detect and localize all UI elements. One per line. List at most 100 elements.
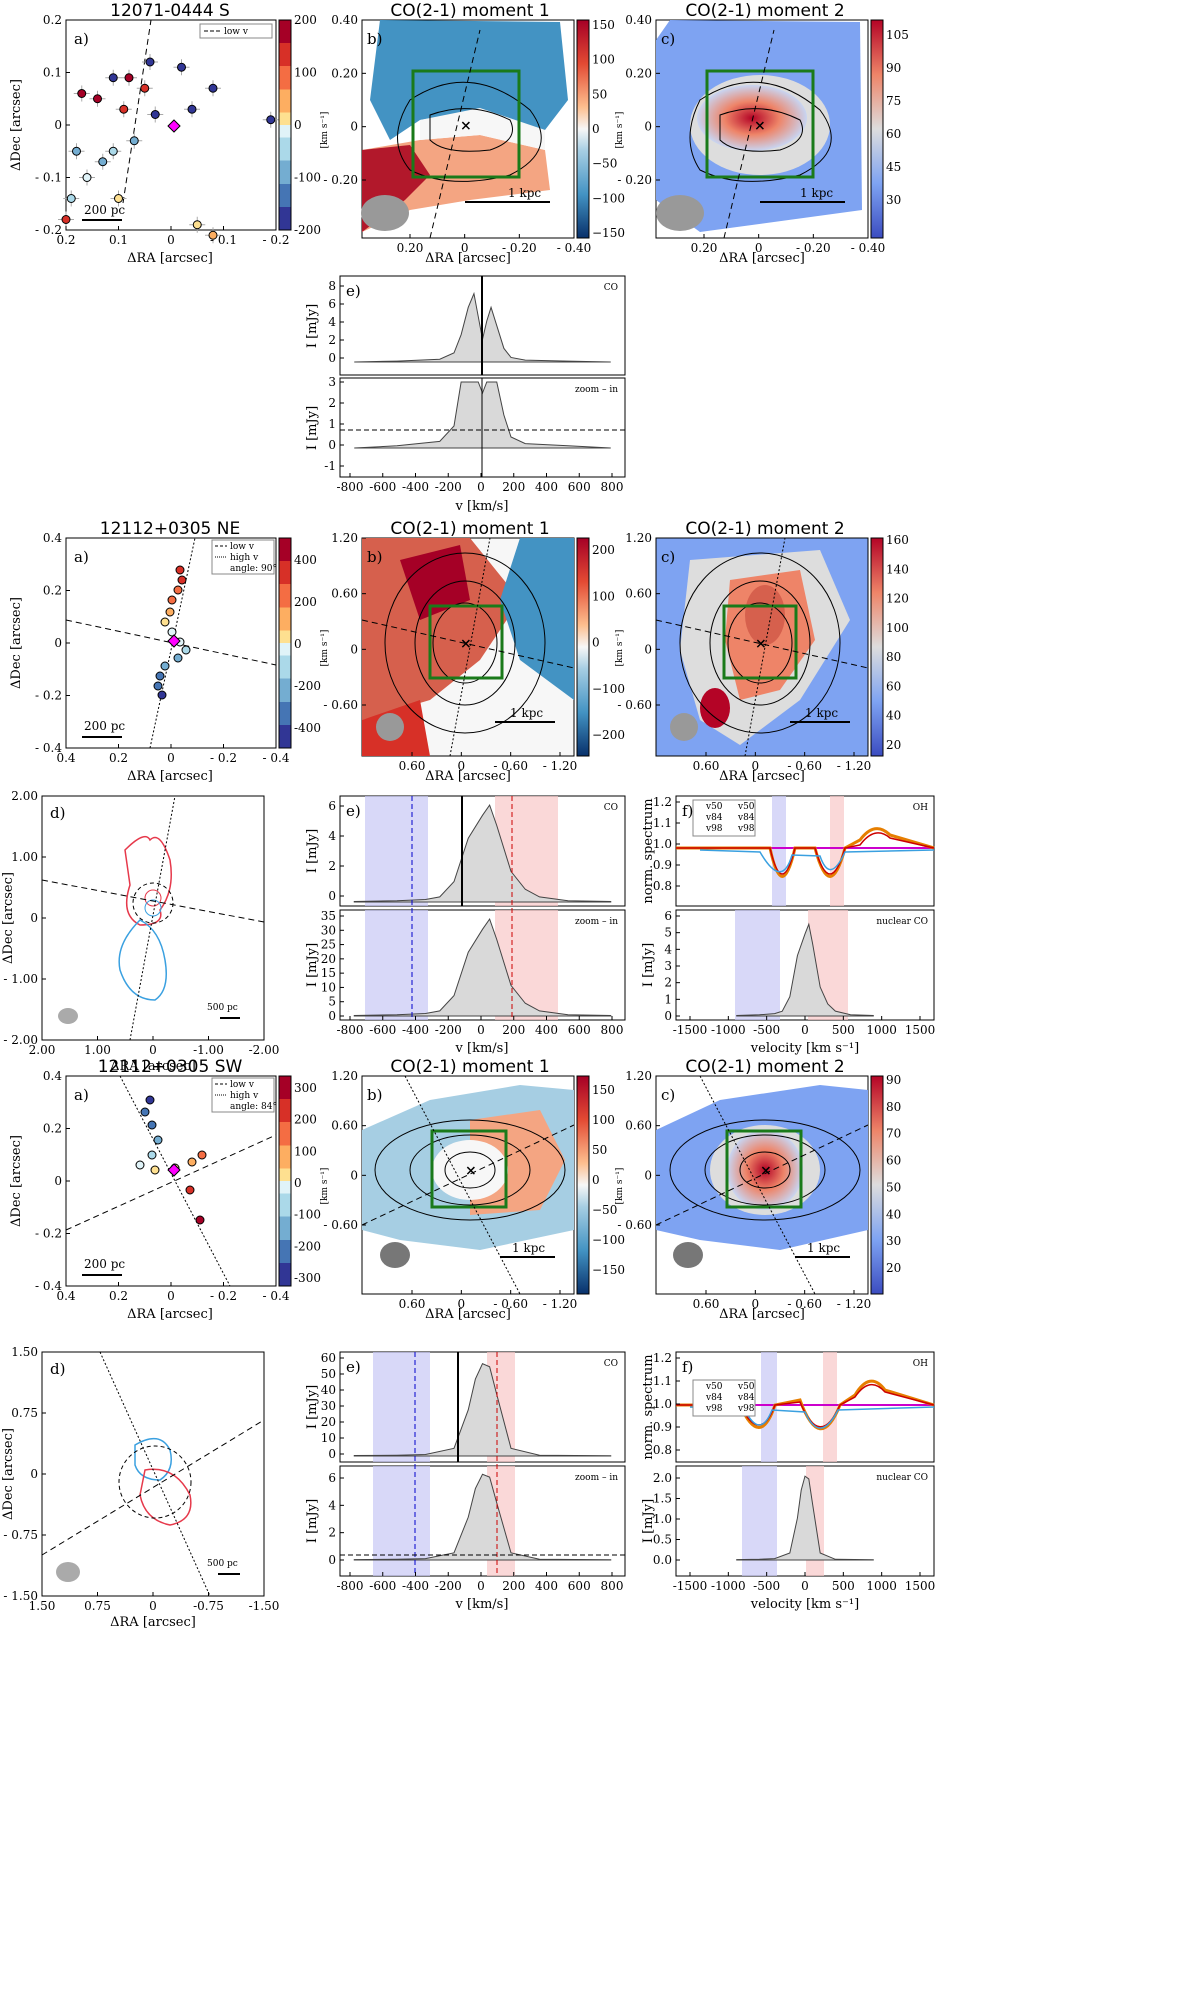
- row2-oh-bot-ytick-label-0: 6: [664, 909, 672, 923]
- row2-mom1-ytick-label-0: 1.20: [331, 531, 358, 545]
- row1-mom1-contour-inner: [429, 108, 513, 152]
- row2-contour-aperture: [132, 882, 174, 924]
- row3-point-8: [187, 1157, 197, 1167]
- row2-spec-xtick-label-5: 200: [502, 1023, 525, 1037]
- row2-contour-beam: [58, 1008, 78, 1024]
- row1-pos-panel-label: a): [74, 30, 89, 48]
- row2-oh-bot-ytick-label-6: 0: [664, 1009, 672, 1023]
- row2-oh-bottom-blue-band: [735, 910, 780, 1020]
- row2-contour-xtick-label-3: -1.00: [193, 1043, 224, 1057]
- row3-point-11: [195, 1215, 205, 1225]
- row2-spec-bot-ytick-label-7: 0: [328, 1009, 336, 1023]
- row3-point-4: [147, 1150, 157, 1160]
- row2-oh-top-ytick-label-3: 0.9: [653, 858, 672, 872]
- row1-mom1-ytick-label-0: 0.40: [331, 13, 358, 27]
- row2-mom2-xtick-label-1: 0: [752, 759, 760, 773]
- row1-point-20: [61, 215, 71, 224]
- row3-point-3: [153, 1135, 163, 1145]
- row1-mom2-cbar-tick-3: 60: [886, 127, 901, 141]
- row1-pos-xtick-label-3: - 0.1: [210, 233, 237, 247]
- row2-mom2-green-box: [722, 604, 798, 680]
- row2-contour-red: [124, 835, 172, 926]
- row2-mom2-highv-line: [744, 537, 786, 757]
- row3-pos-xtick-label-1: 0.2: [109, 1289, 128, 1303]
- row1-mom2-cbar-tick-2: 75: [886, 94, 901, 108]
- row2-spec-top-blue-band: [365, 796, 428, 906]
- row3-pos-ytick-label-0: 0.4: [43, 1069, 62, 1083]
- row1-point-3: [145, 57, 155, 67]
- row1-point-4: [177, 62, 186, 72]
- row1-spec-bottom-tag: zoom – in: [575, 385, 618, 395]
- row1-point-18: [208, 230, 218, 240]
- row3-mom2-cbar-tick-5: 40: [886, 1207, 901, 1221]
- row2-point-5: [160, 617, 170, 627]
- row2-mom1-darkred-region: [400, 545, 470, 620]
- row3-mom2-xtick-label-3: - 1.20: [837, 1297, 872, 1311]
- row2-oh-legend-b98: v98: [705, 824, 723, 834]
- row3-pos-xtick-label-0: 0.4: [56, 1289, 75, 1303]
- row2-pos-cbar-tick-1: 200: [294, 595, 317, 609]
- row1-pos-cbar-tick-3: -100: [294, 171, 321, 185]
- row3-spec-top-ytick-label-6: 0: [328, 1447, 336, 1461]
- row2-pos-xtick-label-4: - 0.4: [263, 751, 290, 765]
- row3-pos-xtick-label-4: - 0.4: [263, 1289, 290, 1303]
- row2-point-8: [181, 645, 191, 655]
- row1-mom1-cbar-tick-0: 150: [592, 18, 615, 32]
- row2-oh-bot-ytick-label-4: 2: [664, 976, 672, 990]
- row1-mom2-cbar-tick-5: 30: [886, 193, 901, 207]
- row3-spec-bottom-tag: zoom – in: [575, 1473, 618, 1483]
- row3-mom2-xtick-label-2: - 0.60: [787, 1297, 822, 1311]
- row2-oh-legend-r98: v98: [737, 824, 755, 834]
- row2-pos-panel-label: a): [74, 548, 89, 566]
- row2-mom2-contour-3: [679, 552, 841, 734]
- row2-contour-ytick-label-4: - 2.00: [3, 1033, 38, 1047]
- row3-spec-top-ytick-label-4: 20: [321, 1415, 336, 1429]
- row1-point-14: [140, 83, 150, 93]
- row2-mom2-peak: [745, 585, 785, 645]
- row2-pos-ytick-label-4: - 0.4: [35, 741, 62, 755]
- row1-mom1-center-cross: ×: [460, 118, 472, 134]
- row1-mom1-ytick-label-1: 0.20: [331, 66, 358, 80]
- row2-point-4: [165, 607, 175, 617]
- row2-oh-xtick-label-5: 1000: [866, 1023, 897, 1037]
- row3-spec-bottom-blue-band: [373, 1466, 430, 1576]
- row3-oh-top-ytick-label-4: 0.8: [653, 1443, 672, 1457]
- row2-contour-xlabel: ΔRA [arcsec]: [110, 1059, 196, 1074]
- row1-mom1-cbar-tick-5: −100: [592, 191, 625, 205]
- row3-oh-legend: v50 v84 v98 v50 v84 v98: [692, 1379, 756, 1417]
- row3-oh-panel-label: f): [682, 1358, 693, 1376]
- row2-oh-fit-blue: [699, 849, 935, 873]
- row1-mom1-cbar-tick-3: 0: [592, 122, 600, 136]
- row2-pos-ytick-label-3: - 0.2: [35, 689, 62, 703]
- row1-spec-xtick-label-7: 600: [568, 480, 591, 494]
- row1-spec-xtick-label-6: 400: [535, 480, 558, 494]
- row3-mom1-lowv-line: [361, 1124, 575, 1226]
- row2-oh-top-ytick-label-2: 1.0: [653, 837, 672, 851]
- row3-pos-ytick-label-3: - 0.2: [35, 1227, 62, 1241]
- row1-mom2-scalebar-label: 1 kpc: [800, 186, 833, 200]
- row2-pos-ytick-label-2: 0: [54, 636, 62, 650]
- row1-spec-top-ytick-label-4: 0: [328, 351, 336, 365]
- row2-pos-colorbar: [278, 537, 292, 749]
- row2-spec-xtick-label-6: 400: [535, 1023, 558, 1037]
- row2-mom2-title: CO(2-1) moment 2: [685, 519, 844, 539]
- row2-pos-xtick-label-3: - 0.2: [210, 751, 237, 765]
- row3-oh-top-ytick-label-3: 0.9: [653, 1420, 672, 1434]
- row1-mom1-scalebar-label: 1 kpc: [508, 186, 541, 200]
- row1-spec-bot-ytick-label-2: 1: [328, 417, 336, 431]
- row2-pos-xlabel: ΔRA [arcsec]: [127, 769, 213, 784]
- row1-mom2-xtick-label-0: 0.20: [691, 241, 718, 255]
- row1-mom2-xtick-label-3: - 0.40: [851, 241, 886, 255]
- row2-mom2-scalebar-label: 1 kpc: [805, 706, 838, 720]
- row1-mom1-ytick-label-2: 0: [350, 120, 358, 134]
- row1-pos-cbar-tick-2: 0: [294, 118, 302, 132]
- row1-point-2: [108, 73, 118, 83]
- row1-point-16: [187, 104, 197, 114]
- row1-mom2-ytick-label-0: 0.40: [625, 13, 652, 27]
- row1-legend-lowv: low v: [224, 27, 249, 37]
- row3-mom1-xtick-label-2: - 0.60: [493, 1297, 528, 1311]
- row3-pos-xlabel: ΔRA [arcsec]: [127, 1307, 213, 1322]
- row3-mom2-ytick-label-2: 0: [644, 1168, 652, 1182]
- row3-mom2-cbar-tick-3: 60: [886, 1154, 901, 1168]
- row3-point-5: [135, 1160, 145, 1170]
